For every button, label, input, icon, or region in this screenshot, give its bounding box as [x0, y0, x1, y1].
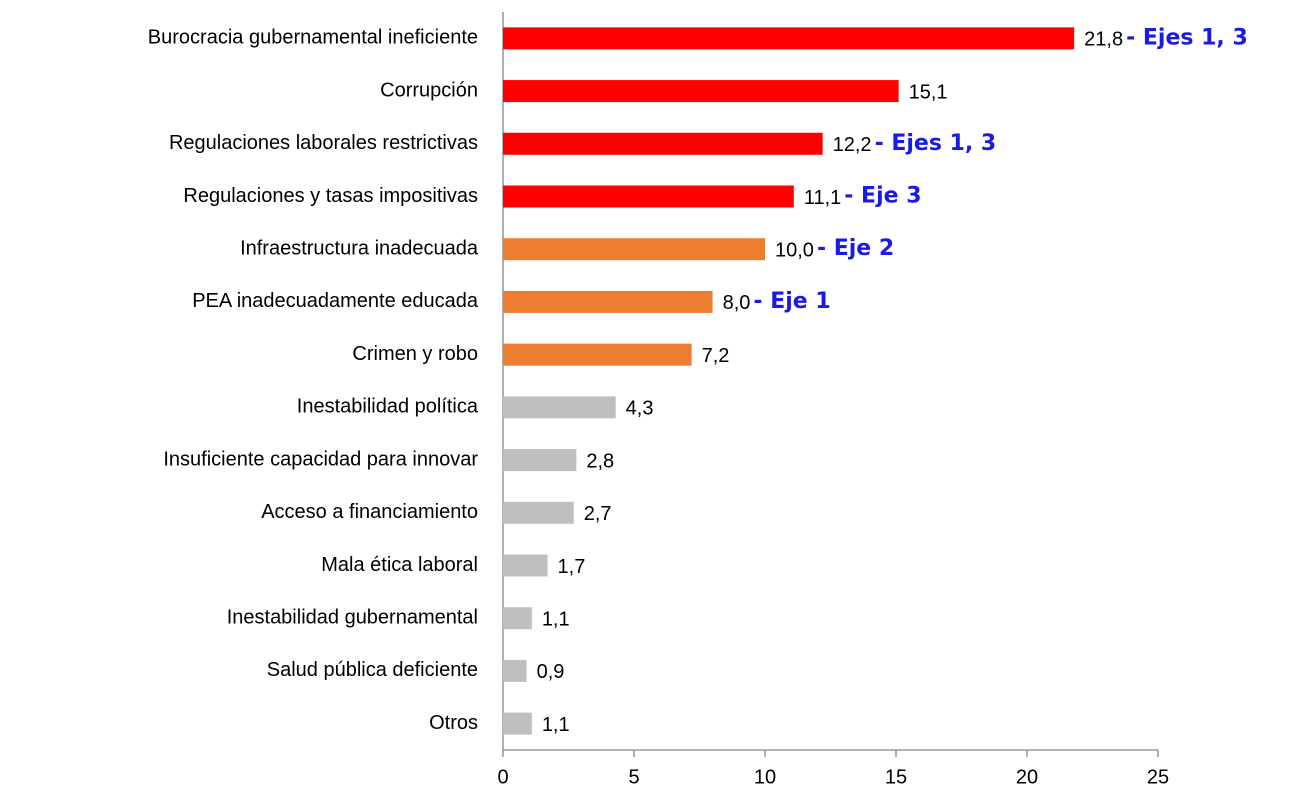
value-label: 4,3	[626, 398, 654, 420]
value-label: 8,0	[723, 292, 751, 314]
y-tick-label: Regulaciones y tasas impositivas	[183, 185, 478, 207]
x-tick-label: 20	[1016, 766, 1038, 788]
y-tick-label: Inestabilidad gubernamental	[227, 606, 478, 628]
value-label: 7,2	[702, 345, 730, 367]
bar	[503, 185, 794, 208]
annotation: - Eje 3	[844, 184, 921, 209]
y-tick-label: Burocracia gubernamental ineficiente	[148, 27, 478, 49]
y-tick-label: Inestabilidad política	[297, 396, 479, 418]
y-tick-label: Salud pública deficiente	[267, 659, 478, 681]
value-label: 1,1	[542, 608, 570, 630]
value-label: 12,2	[833, 134, 872, 156]
annotation: - Eje 1	[753, 289, 830, 314]
bar	[503, 712, 532, 735]
value-label: 2,8	[586, 450, 614, 472]
y-tick-label: Mala ética laboral	[321, 554, 478, 576]
value-label: 1,1	[542, 714, 570, 736]
x-tick-label: 5	[628, 766, 639, 788]
bar	[503, 343, 692, 366]
bar	[503, 449, 577, 472]
bar	[503, 132, 823, 155]
annotation: - Eje 2	[817, 236, 894, 261]
x-tick-label: 15	[885, 766, 907, 788]
y-tick-label: Acceso a financiamiento	[261, 501, 478, 523]
bar	[503, 27, 1075, 50]
y-tick-label: Crimen y robo	[352, 343, 478, 365]
y-tick-label: Otros	[429, 712, 478, 734]
y-tick-label: Insuficiente capacidad para innovar	[163, 448, 478, 470]
value-label: 15,1	[909, 81, 948, 103]
bar	[503, 659, 527, 682]
x-tick-label: 10	[754, 766, 776, 788]
value-label: 0,9	[537, 661, 565, 683]
value-label: 21,8	[1084, 29, 1123, 51]
y-tick-label: Infraestructura inadecuada	[240, 237, 479, 259]
bar	[503, 554, 548, 577]
value-label: 11,1	[804, 187, 841, 209]
annotation: - Ejes 1, 3	[875, 131, 997, 156]
bar	[503, 80, 899, 103]
bar	[503, 290, 713, 313]
bar	[503, 238, 765, 261]
bar	[503, 607, 532, 630]
x-tick-label: 0	[497, 766, 508, 788]
y-tick-label: PEA inadecuadamente educada	[192, 290, 479, 312]
value-label: 1,7	[558, 556, 586, 578]
bar	[503, 501, 574, 524]
x-tick-label: 25	[1147, 766, 1169, 788]
y-tick-label: Corrupción	[380, 79, 478, 101]
annotation: - Ejes 1, 3	[1126, 25, 1248, 50]
bar	[503, 396, 616, 419]
value-label: 10,0	[775, 239, 814, 261]
y-tick-label: Regulaciones laborales restrictivas	[169, 132, 478, 154]
value-label: 2,7	[584, 503, 612, 525]
